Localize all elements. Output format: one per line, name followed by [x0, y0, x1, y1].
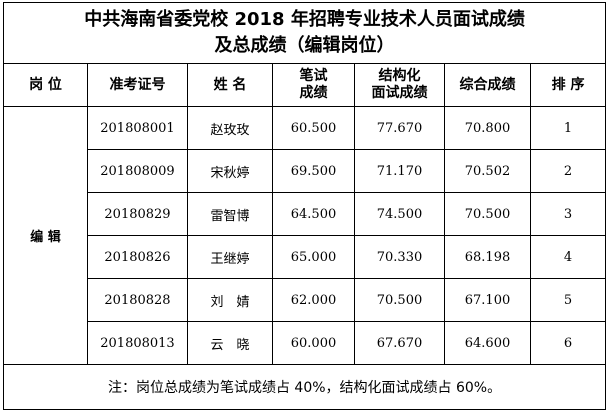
table-row: 20180829 雷智博 64.500 74.500 70.500 3: [4, 192, 607, 236]
table-title: 中共海南省委党校 2018 年招聘专业技术人员面试成绩 及总成绩（编辑岗位）: [2, 2, 607, 64]
header-total: 综合成绩: [444, 63, 531, 107]
name-cell: 赵玫玫: [187, 106, 273, 150]
table-row: 201808013 云 晓 60.000 67.670 64.600 6: [4, 321, 607, 365]
rank-cell: 4: [529, 235, 607, 279]
total-score-cell: 70.800: [444, 106, 531, 150]
written-score-cell: 60.000: [272, 321, 355, 365]
header-interview: 结构化 面试成绩: [354, 63, 445, 107]
rank-cell: 1: [529, 106, 607, 150]
header-written: 笔试 成绩: [272, 63, 355, 107]
total-score-cell: 64.600: [444, 321, 531, 365]
name-cell: 刘 婧: [187, 278, 273, 322]
header-exam-id: 准考证号: [87, 63, 188, 107]
title-line-2: 及总成绩（编辑岗位）: [214, 35, 395, 56]
written-score-cell: 65.000: [272, 235, 355, 279]
rank-cell: 3: [529, 192, 607, 236]
header-written-line1: 笔试: [299, 68, 328, 84]
total-score-cell: 67.100: [444, 278, 531, 322]
header-row: 岗 位 准考证号 姓 名 笔试 成绩 结构化 面试成绩 综合成绩 排 序: [3, 63, 607, 107]
interview-score-cell: 77.670: [354, 106, 445, 150]
interview-score-cell: 71.170: [354, 149, 445, 193]
name-cell: 云 晓: [187, 321, 273, 365]
header-rank: 排 序: [529, 63, 607, 107]
header-interview-line2: 面试成绩: [371, 85, 428, 101]
total-score-cell: 70.500: [444, 192, 531, 236]
header-interview-line1: 结构化: [378, 68, 421, 84]
interview-score-cell: 70.330: [354, 235, 445, 279]
header-written-line2: 成绩: [299, 85, 328, 101]
interview-score-cell: 67.670: [354, 321, 445, 365]
footnote: 注：岗位总成绩为笔试成绩占 40%，结构化面试成绩占 60%。: [2, 364, 607, 410]
exam-id-cell: 20180829: [87, 192, 188, 236]
rank-cell: 2: [529, 149, 607, 193]
interview-score-cell: 74.500: [354, 192, 445, 236]
written-score-cell: 64.500: [272, 192, 355, 236]
exam-id-cell: 201808013: [87, 321, 188, 365]
exam-id-cell: 201808001: [87, 106, 188, 150]
total-score-cell: 68.198: [444, 235, 531, 279]
exam-id-cell: 20180828: [87, 278, 188, 322]
written-score-cell: 62.000: [272, 278, 355, 322]
total-score-cell: 70.502: [444, 149, 531, 193]
header-name: 姓 名: [187, 63, 273, 107]
table-row: 201808009 宋秋婷 69.500 71.170 70.502 2: [4, 149, 607, 193]
header-position: 岗 位: [3, 63, 88, 107]
exam-id-cell: 201808009: [87, 149, 188, 193]
name-cell: 王继婷: [187, 235, 273, 279]
table-row: 20180828 刘 婧 62.000 70.500 67.100 5: [4, 278, 607, 322]
rank-cell: 6: [529, 321, 607, 365]
written-score-cell: 60.500: [272, 106, 355, 150]
name-cell: 雷智博: [187, 192, 273, 236]
name-cell: 宋秋婷: [187, 149, 273, 193]
table-row: 20180826 王继婷 65.000 70.330 68.198 4: [4, 235, 607, 279]
written-score-cell: 69.500: [272, 149, 355, 193]
table-row: 编 辑 201808001 赵玫玫 60.500 77.670 70.800 1: [3, 106, 607, 365]
rank-cell: 5: [529, 278, 607, 322]
interview-score-cell: 70.500: [354, 278, 445, 322]
position-cell: 编 辑: [3, 106, 88, 365]
exam-id-cell: 20180826: [87, 235, 188, 279]
title-line-1: 中共海南省委党校 2018 年招聘专业技术人员面试成绩: [84, 9, 525, 30]
